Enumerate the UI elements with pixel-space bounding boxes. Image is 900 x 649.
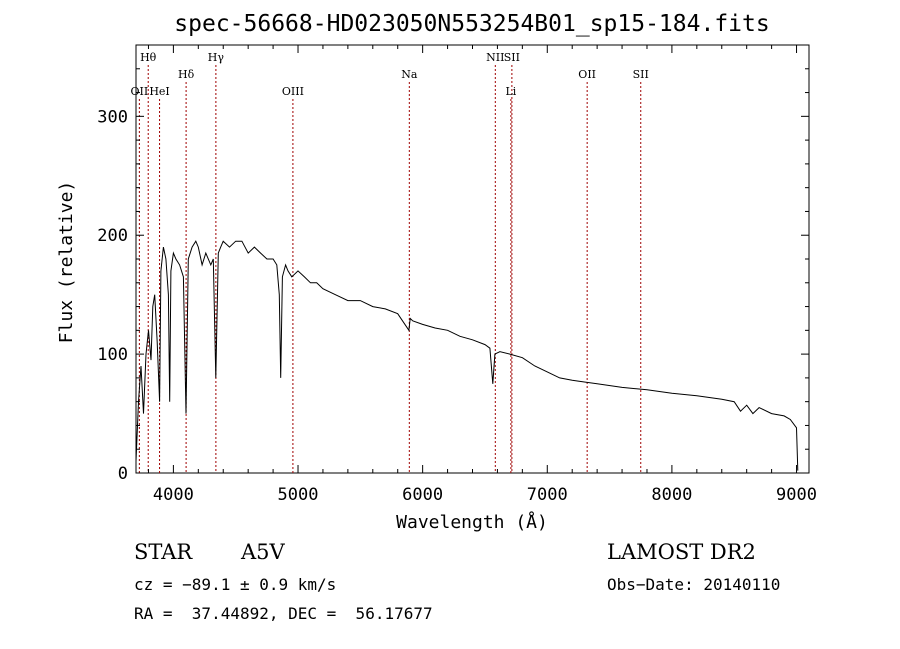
y-tick-label: 100 — [97, 345, 128, 365]
spectral-line-label: Hδ — [178, 68, 195, 81]
object-subclass: A5V — [241, 540, 285, 564]
x-tick-label: 7000 — [527, 485, 568, 505]
y-axis-label: Flux (relative) — [56, 181, 77, 344]
spectral-line-label: OIII — [282, 85, 304, 98]
chart-title: spec-56668-HD023050N553254B01_sp15-184.f… — [174, 11, 769, 37]
observation-date: Obs−Date: 20140110 — [607, 575, 781, 594]
spectral-line-label: NII — [486, 51, 504, 64]
redshift-readout: cz = −89.1 ± 0.9 km/s — [134, 575, 337, 594]
x-tick-label: 6000 — [402, 485, 443, 505]
spectral-line-label: Na — [401, 68, 418, 81]
spectral-line-label: Hθ — [140, 51, 157, 64]
spectral-line-label: OII — [578, 68, 596, 81]
object-class: STAR — [134, 540, 193, 564]
coordinates-readout: RA = 37.44892, DEC = 56.17677 — [134, 604, 433, 623]
y-tick-label: 300 — [97, 107, 128, 127]
spectral-line-label: Li — [505, 85, 516, 98]
y-axis: 0 100 200 300 — [97, 68, 809, 484]
x-axis: 4000 5000 6000 7000 8000 9000 — [147, 45, 817, 505]
y-tick-label: 0 — [118, 464, 128, 484]
x-tick-label: 5000 — [278, 485, 319, 505]
x-tick-label: 8000 — [651, 485, 692, 505]
spectral-line-label: SII — [504, 51, 520, 64]
y-tick-label: 200 — [97, 226, 128, 246]
spectral-line-label: SII — [633, 68, 649, 81]
spectral-line-label: HeI — [149, 85, 169, 98]
survey-name: LAMOST DR2 — [607, 540, 756, 564]
spectral-line-label: Hγ — [208, 51, 225, 64]
x-tick-label: 4000 — [153, 485, 194, 505]
spectral-line-label: OII — [131, 85, 149, 98]
plot-frame — [135, 44, 810, 474]
x-axis-label: Wavelength (Å) — [396, 511, 548, 533]
x-tick-label: 9000 — [776, 485, 817, 505]
spectrum-line — [135, 240, 799, 471]
